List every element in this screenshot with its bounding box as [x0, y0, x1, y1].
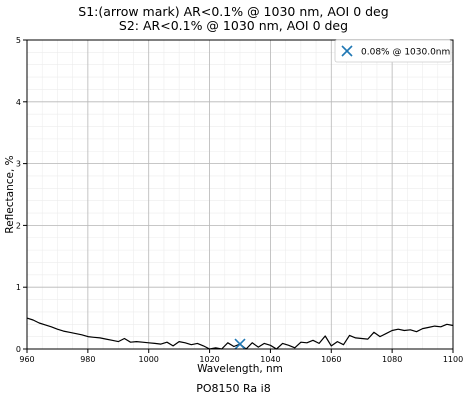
y-tick-label: 5 [16, 36, 21, 45]
x-tick-label: 1040 [260, 355, 280, 364]
marker-x [234, 338, 246, 350]
axes-frame [26, 39, 454, 350]
x-tick-label: 1080 [382, 355, 402, 364]
y-tick-label: 1 [16, 283, 21, 292]
x-tick-label: 1020 [199, 355, 219, 364]
legend-box [334, 39, 452, 63]
x-tick-label: 1100 [443, 355, 463, 364]
x-axis-label: Wavelength, nm [197, 363, 283, 375]
legend-marker-icon [341, 45, 353, 57]
chart-footer: PO8150 Ra i8 [196, 382, 271, 395]
y-tick-label: 3 [16, 160, 21, 169]
x-tick-label: 1060 [321, 355, 341, 364]
y-tick-label: 0 [16, 345, 21, 354]
x-tick-label: 980 [80, 355, 95, 364]
marker-x-stroke [234, 338, 246, 350]
x-tick-label: 960 [19, 355, 34, 364]
y-tick-label: 2 [16, 221, 21, 230]
chart-title-line-2: S2: AR<0.1% @ 1030 nm, AOI 0 deg [118, 18, 349, 33]
y-tick-label: 4 [16, 98, 21, 107]
chart-title-line-1: S1:(arrow mark) AR<0.1% @ 1030 nm, AOI 0… [78, 4, 389, 19]
legend-label: 0.08% @ 1030.0nm [361, 48, 450, 58]
x-tick-label: 1000 [139, 355, 159, 364]
legend: 0.08% @ 1030.0nm [334, 39, 452, 63]
y-axis-label: Reflectance, % [4, 155, 16, 233]
